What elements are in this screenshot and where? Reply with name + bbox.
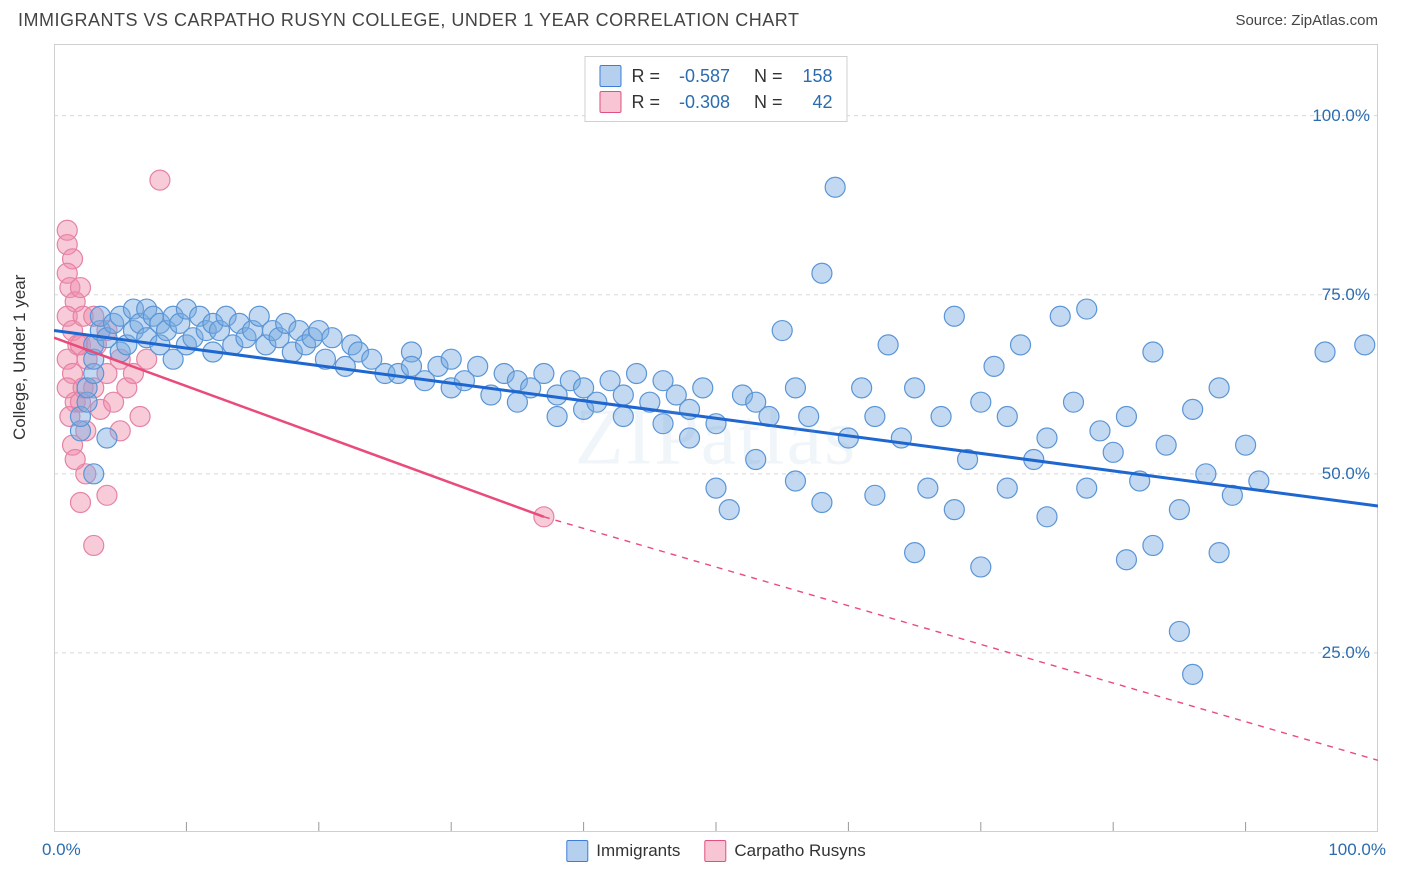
stat-n-label: N =: [754, 92, 783, 113]
stat-swatch: [599, 65, 621, 87]
legend-label: Immigrants: [596, 841, 680, 861]
y-tick-label: 50.0%: [1322, 464, 1370, 484]
source-attribution: Source: ZipAtlas.com: [1235, 12, 1378, 29]
y-tick-label: 100.0%: [1312, 106, 1370, 126]
stat-n-value: 158: [793, 66, 833, 87]
stats-row: R = -0.308 N = 42: [599, 89, 832, 115]
bottom-legend: Immigrants Carpatho Rusyns: [566, 840, 865, 862]
chart-title: IMMIGRANTS VS CARPATHO RUSYN COLLEGE, UN…: [18, 10, 799, 31]
x-tick-min: 0.0%: [42, 840, 81, 860]
x-tick-max: 100.0%: [1328, 840, 1386, 860]
stat-r-value: -0.587: [670, 66, 730, 87]
chart-area: R =-0.587N =158R =-0.308N =42 ZIPatlas I…: [54, 44, 1378, 832]
stat-r-value: -0.308: [670, 92, 730, 113]
y-tick-label: 75.0%: [1322, 285, 1370, 305]
y-tick-label: 25.0%: [1322, 643, 1370, 663]
scatter-chart-svg: [54, 44, 1378, 832]
y-axis-label: College, Under 1 year: [10, 275, 30, 440]
stat-r-label: R =: [631, 66, 660, 87]
legend-label: Carpatho Rusyns: [734, 841, 865, 861]
legend-item: Immigrants: [566, 840, 680, 862]
stat-r-label: R =: [631, 92, 660, 113]
stat-n-label: N =: [754, 66, 783, 87]
correlation-stats-box: R = -0.587 N = 158 R = -0.308 N = 42: [584, 56, 847, 122]
legend-swatch: [566, 840, 588, 862]
stat-n-value: 42: [793, 92, 833, 113]
stats-row: R = -0.587 N = 158: [599, 63, 832, 89]
legend-item: Carpatho Rusyns: [704, 840, 865, 862]
legend-swatch: [704, 840, 726, 862]
stat-swatch: [599, 91, 621, 113]
